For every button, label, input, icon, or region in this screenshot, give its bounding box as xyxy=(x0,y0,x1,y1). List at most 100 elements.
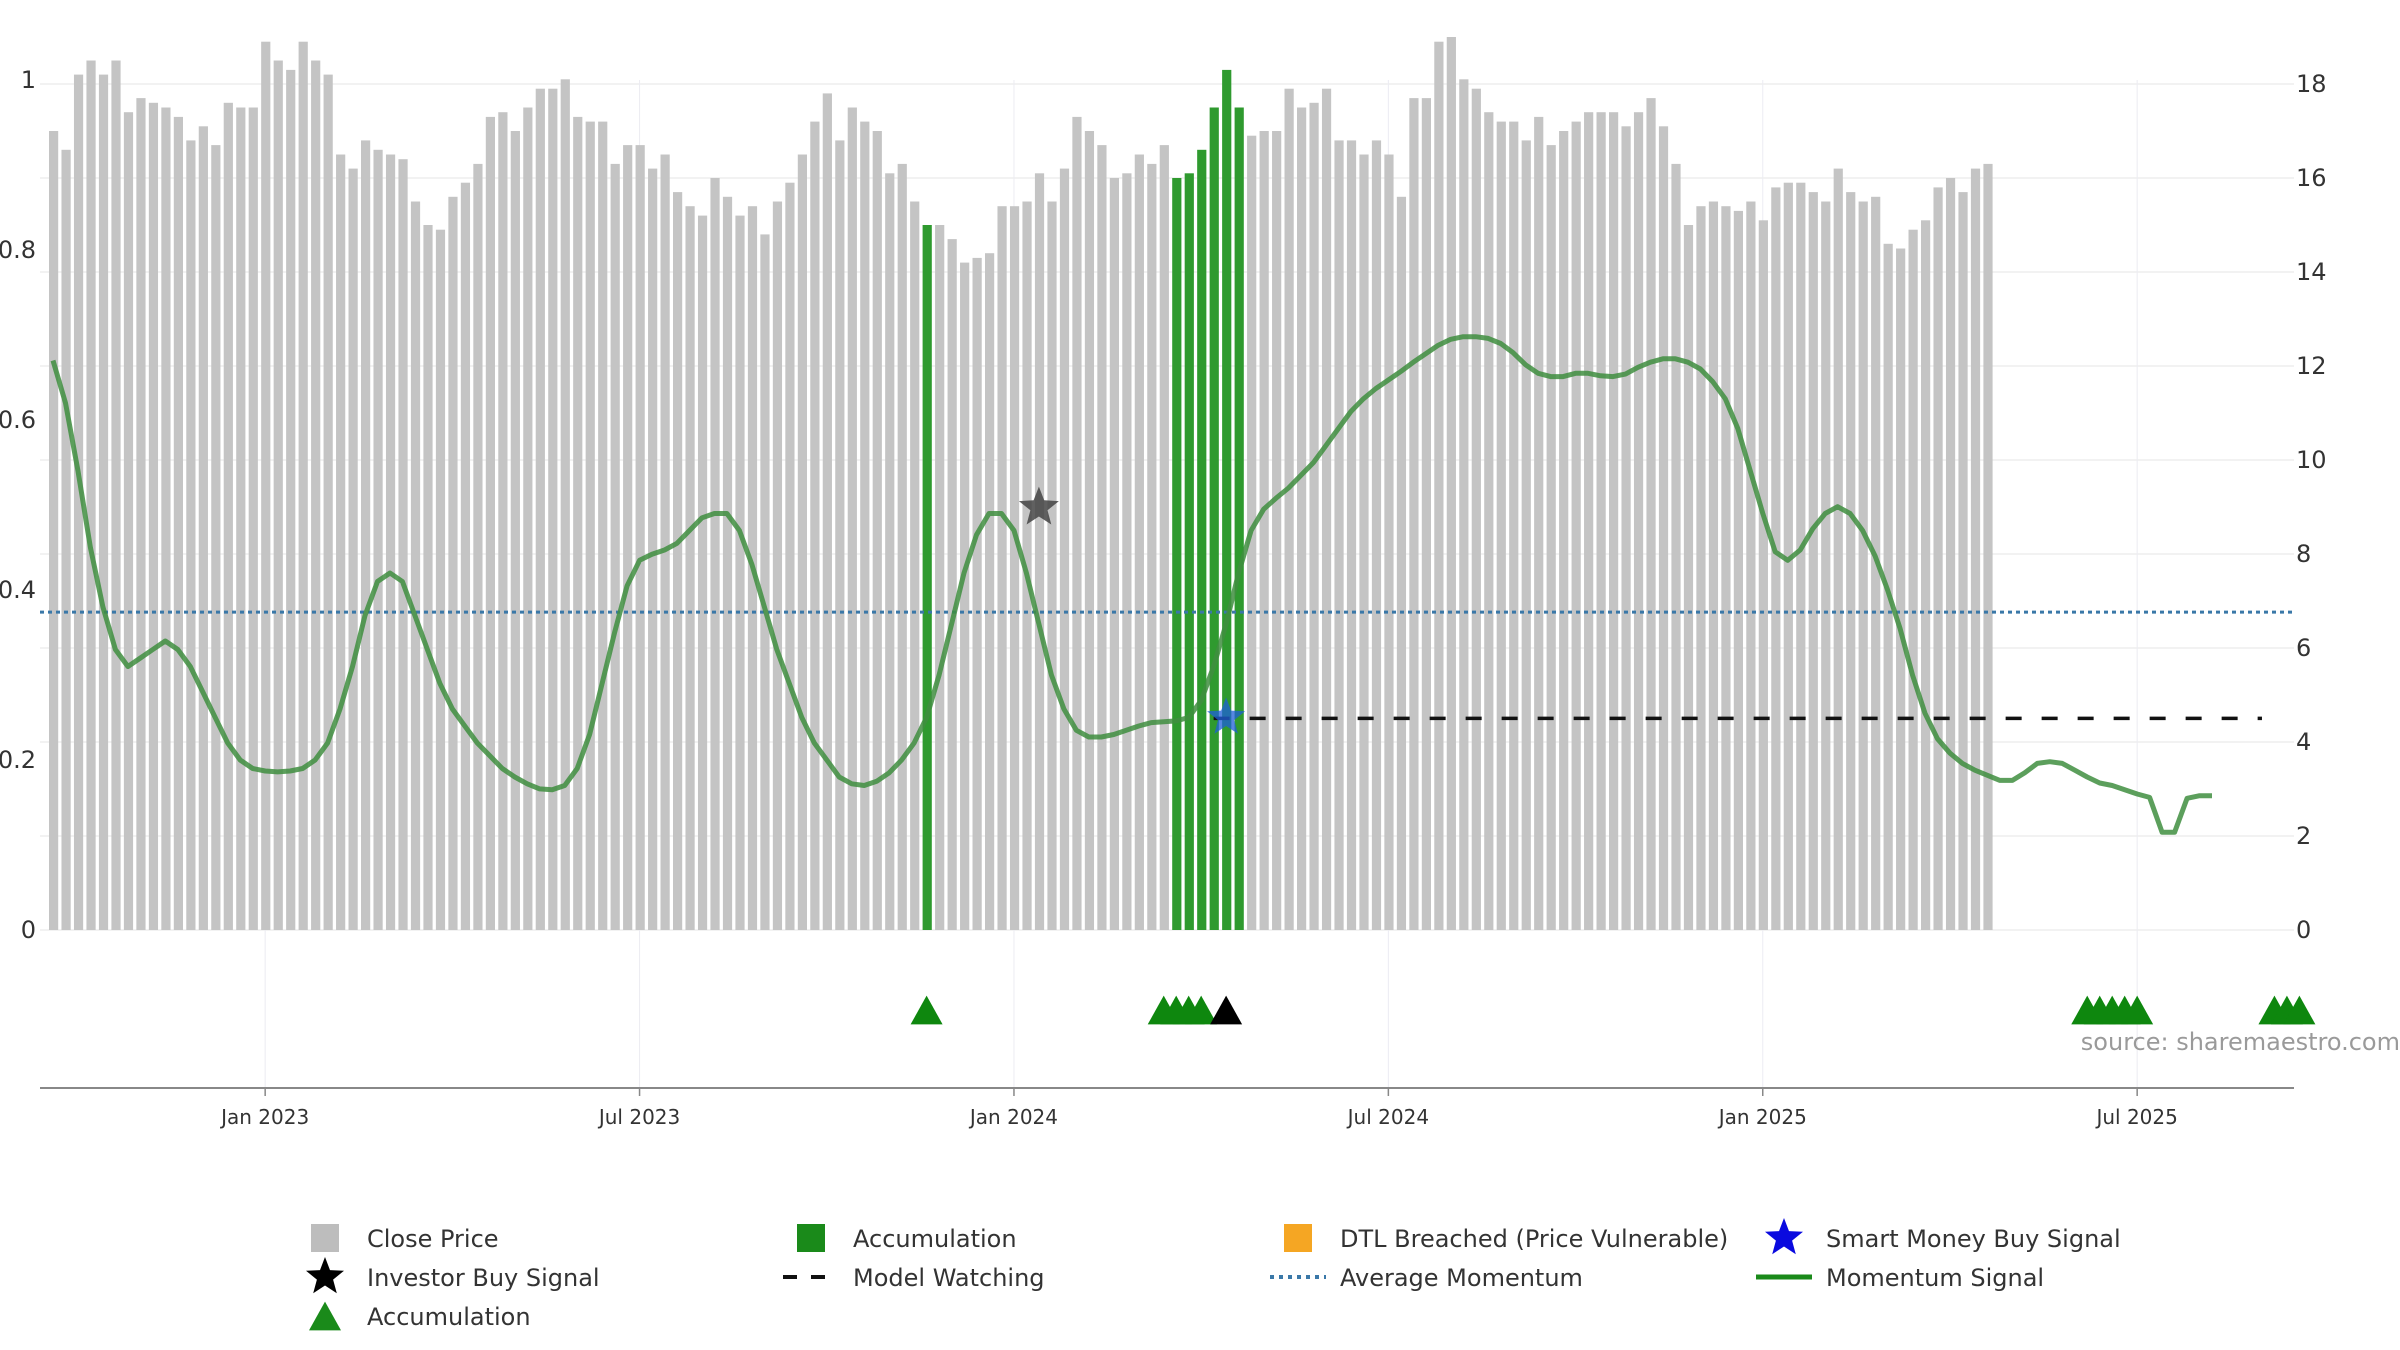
close-price-bar xyxy=(1484,112,1494,930)
close-price-bar xyxy=(1584,112,1594,930)
left-axis-tick: 0.4 xyxy=(0,576,36,604)
legend-label: Smart Money Buy Signal xyxy=(1826,1225,2121,1253)
close-price-bar xyxy=(1384,154,1394,930)
close-price-bar xyxy=(1833,168,1843,931)
close-price-bar xyxy=(123,112,134,930)
close-price-bar xyxy=(1421,98,1431,931)
legend-item: Average Momentum xyxy=(1270,1264,1583,1292)
legend-item: Model Watching xyxy=(783,1264,1045,1292)
close-price-bar xyxy=(485,116,495,930)
close-price-bar xyxy=(523,107,533,930)
close-price-bar xyxy=(1933,187,1943,930)
close-price-bar xyxy=(1034,173,1045,931)
close-price-bar xyxy=(1434,41,1444,930)
close-price-bar xyxy=(648,168,658,931)
close-price-bar xyxy=(1633,112,1644,930)
close-price-bar xyxy=(98,74,109,931)
legend-swatch-star xyxy=(306,1257,344,1294)
close-price-bar xyxy=(673,192,683,931)
close-price-bar xyxy=(435,229,446,930)
close-price-bar xyxy=(1646,98,1656,931)
accumulation-bar xyxy=(1197,149,1207,931)
right-axis-tick: 2 xyxy=(2296,822,2311,850)
close-price-bar xyxy=(772,201,783,930)
close-price-bar xyxy=(635,145,645,931)
accumulation-bar xyxy=(922,225,932,930)
legend: Close Price Accumulation DTL Breached (Pri… xyxy=(306,1218,2121,1331)
x-axis-tick-label: Jan 2023 xyxy=(219,1105,309,1129)
close-price-bar xyxy=(1808,192,1818,931)
close-price-bar xyxy=(872,131,882,930)
accumulation-bar xyxy=(1209,107,1219,930)
close-price-bar xyxy=(598,121,608,931)
close-price-bar xyxy=(847,107,857,930)
legend-label: DTL Breached (Price Vulnerable) xyxy=(1340,1225,1728,1253)
right-axis-tick: 12 xyxy=(2296,352,2327,380)
right-axis-tick: 0 xyxy=(2296,916,2311,944)
legend-label: Accumulation xyxy=(367,1303,531,1331)
close-price-bar xyxy=(73,74,84,931)
close-price-bar xyxy=(1072,116,1082,930)
close-price-bar xyxy=(735,215,745,931)
close-price-bar xyxy=(1683,225,1694,930)
close-price-bar xyxy=(1321,88,1332,930)
close-price-bar xyxy=(473,163,483,930)
legend-item: Accumulation xyxy=(309,1301,531,1331)
close-price-bar xyxy=(248,107,258,930)
close-price-bar xyxy=(448,196,458,931)
legend-swatch-triangle xyxy=(309,1301,341,1331)
close-price-bar xyxy=(1284,88,1294,930)
close-price-bar xyxy=(810,121,820,931)
close-price-bar xyxy=(1509,121,1519,931)
close-price-bar xyxy=(61,149,71,931)
legend-item: Smart Money Buy Signal xyxy=(1765,1218,2121,1255)
close-price-bar xyxy=(1983,163,1993,930)
close-price-bar xyxy=(947,239,957,931)
smart-money-buy-signal-star xyxy=(1207,697,1246,734)
close-price-bar xyxy=(1159,145,1169,931)
close-price-bar xyxy=(86,60,96,930)
close-price-bar xyxy=(273,60,283,930)
close-price-bar xyxy=(311,60,321,930)
close-price-bar xyxy=(935,225,945,930)
right-axis-tick: 18 xyxy=(2296,70,2327,98)
close-price-bar xyxy=(373,149,383,931)
close-price-bar xyxy=(236,107,246,930)
close-price-bar xyxy=(1272,131,1282,930)
source-label: source: sharemaestro.com xyxy=(2081,1028,2400,1056)
legend-label: Investor Buy Signal xyxy=(367,1264,600,1292)
close-price-bar xyxy=(697,215,708,931)
close-price-bar xyxy=(361,140,371,930)
left-axis-tick: 1 xyxy=(21,66,36,94)
close-price-bar xyxy=(286,69,296,930)
close-price-bar xyxy=(1371,140,1382,930)
close-price-bar xyxy=(1309,102,1319,931)
close-price-bar xyxy=(1259,131,1269,930)
left-axis-tick: 0.8 xyxy=(0,236,36,264)
legend-item: Momentum Signal xyxy=(1756,1264,2044,1292)
close-price-bar xyxy=(261,41,271,930)
right-axis-tick: 10 xyxy=(2296,446,2327,474)
close-price-bar xyxy=(1708,201,1719,930)
close-price-bar xyxy=(1796,182,1806,930)
close-price-bar xyxy=(1496,121,1506,931)
close-price-bar xyxy=(398,159,408,930)
close-price-bar xyxy=(960,262,970,931)
close-price-bar xyxy=(1945,178,1956,930)
accumulation-triangle xyxy=(2121,995,2154,1025)
close-price-bar xyxy=(1896,248,1906,930)
close-price-bar xyxy=(1134,154,1144,930)
close-price-bar xyxy=(1733,210,1743,930)
close-price-bar xyxy=(1958,192,1968,931)
x-axis-tick-label: Jul 2023 xyxy=(597,1105,680,1129)
close-price-bar xyxy=(1446,37,1456,930)
close-price-bar xyxy=(860,121,870,931)
close-price-bar xyxy=(760,234,770,930)
accumulation-triangle xyxy=(1185,995,1218,1025)
close-price-bar xyxy=(1359,154,1369,930)
close-price-bar xyxy=(410,201,421,930)
legend-label: Accumulation xyxy=(853,1225,1017,1253)
close-price-bar xyxy=(111,60,121,930)
signal-markers xyxy=(910,486,2316,1025)
accumulation-triangle xyxy=(910,995,943,1025)
